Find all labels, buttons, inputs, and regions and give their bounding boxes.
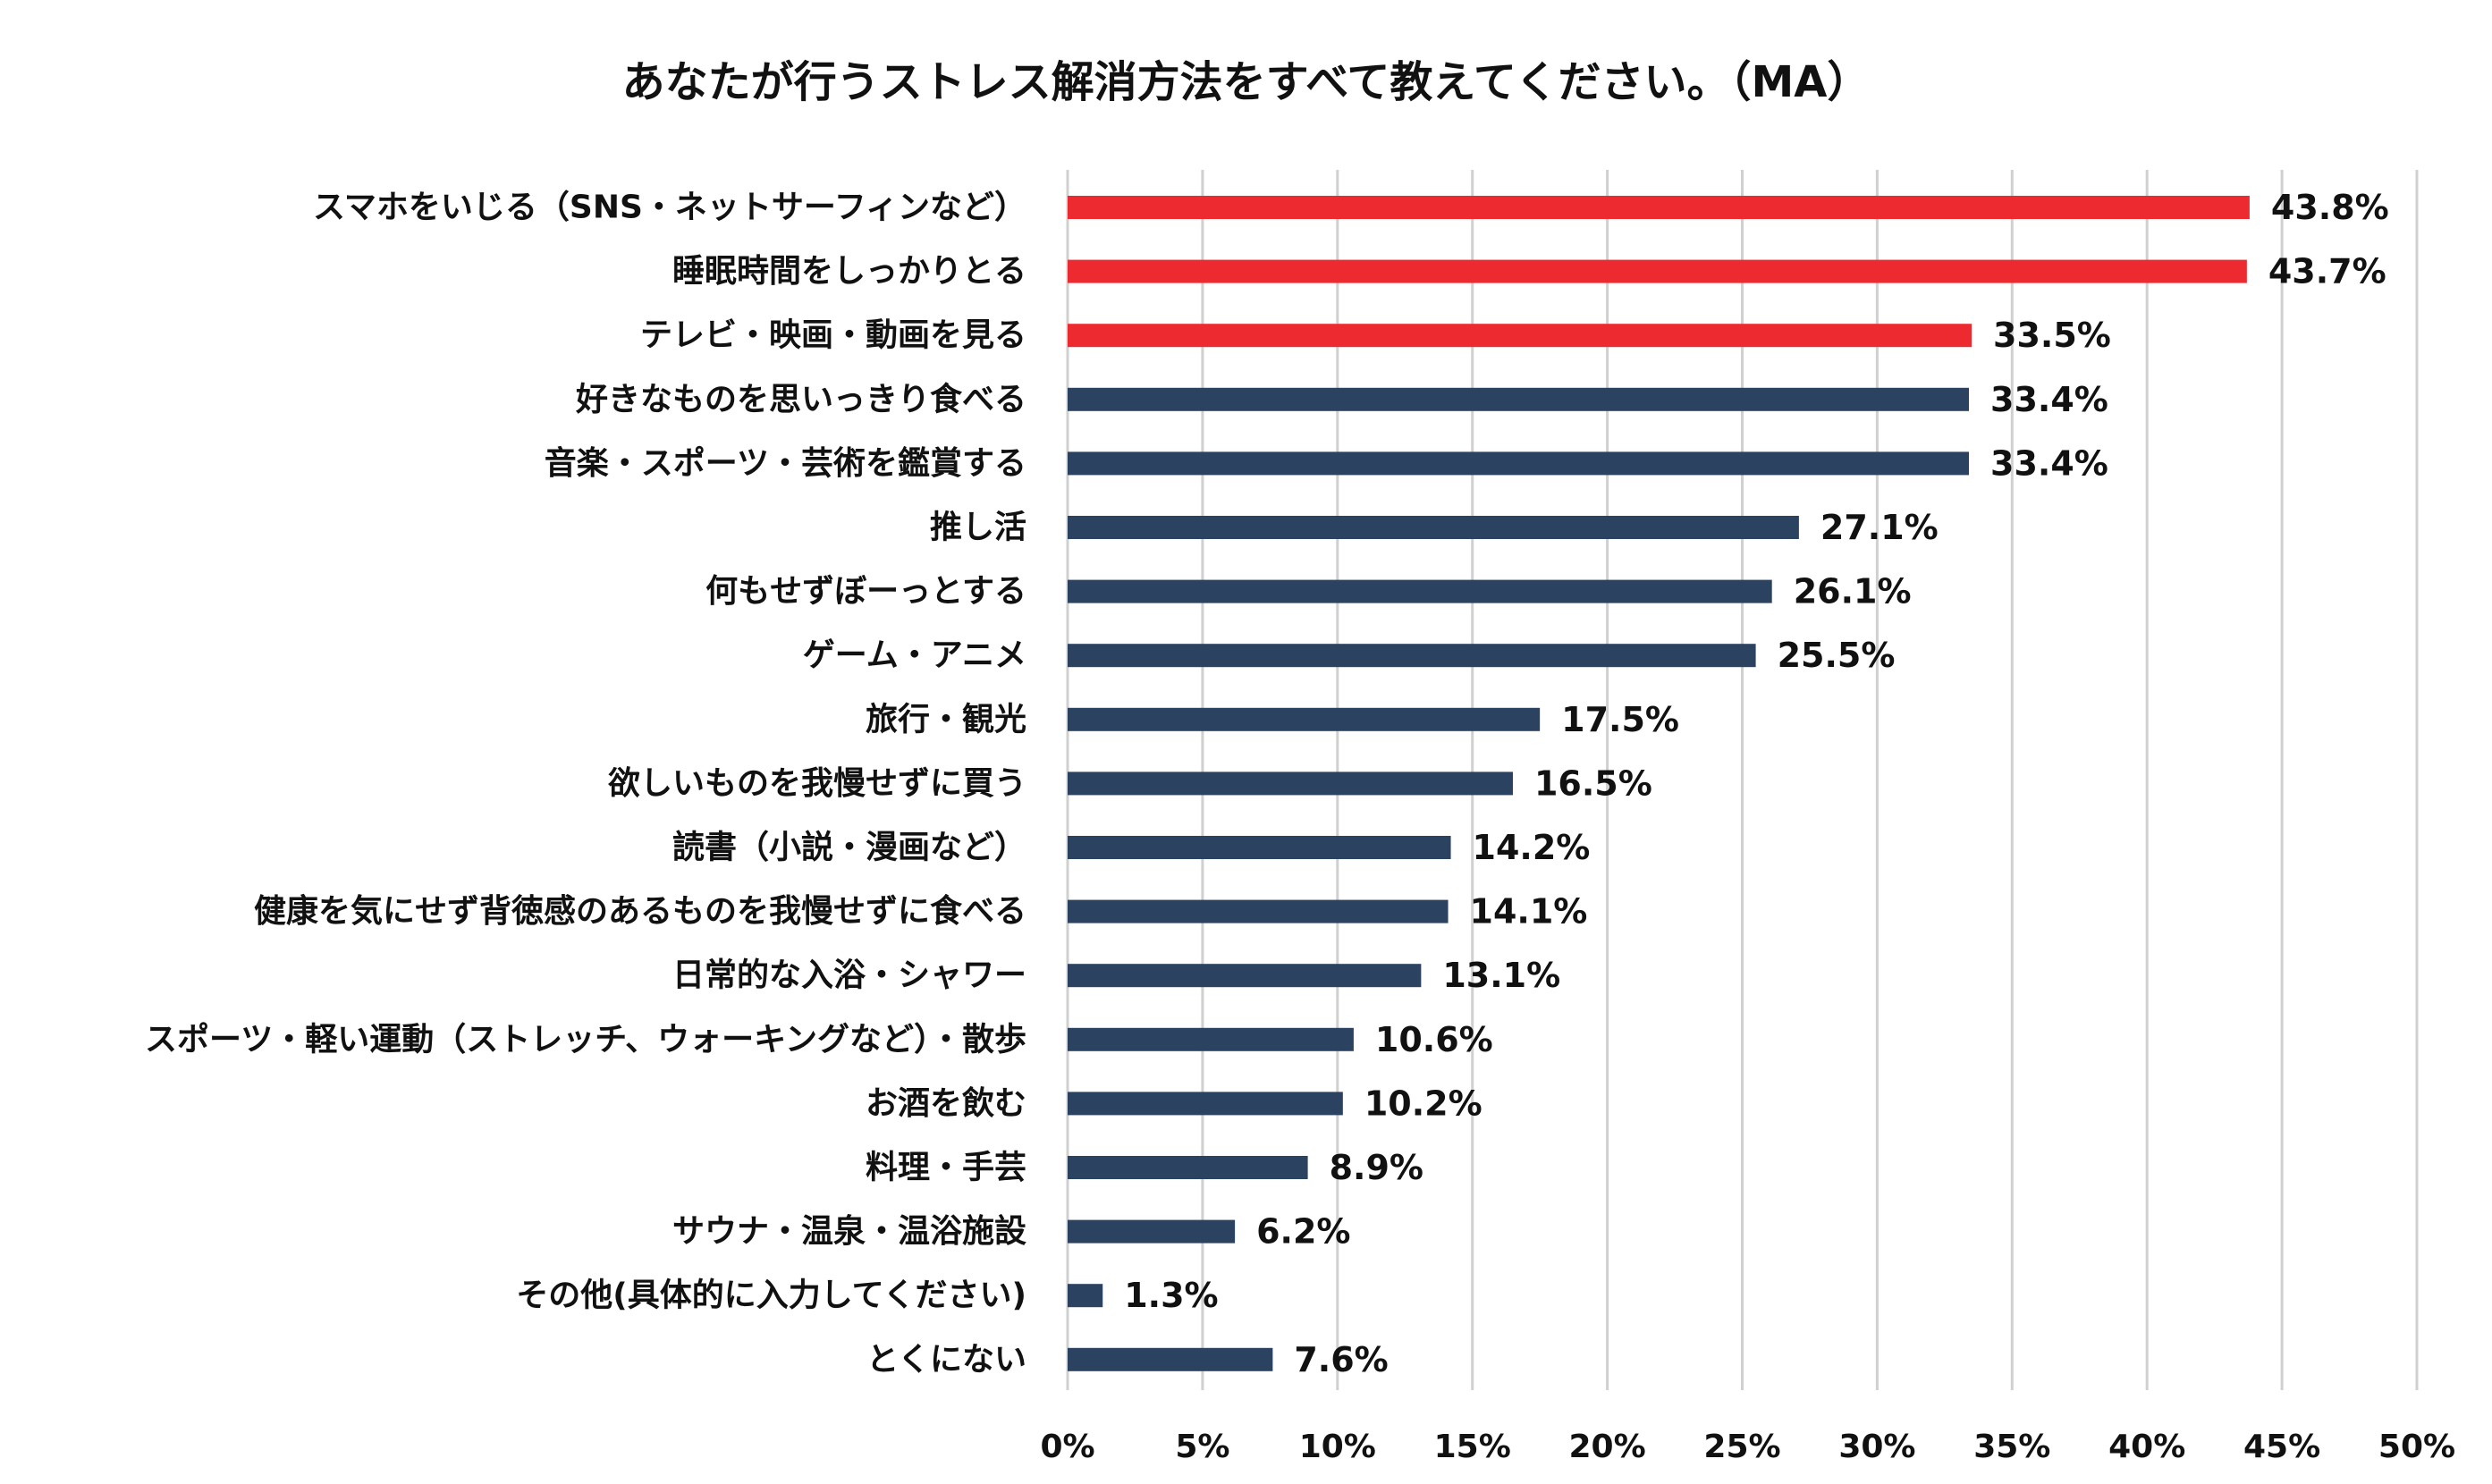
value-label: 43.7%: [2268, 252, 2386, 291]
bar-highlighted: [1068, 196, 2250, 219]
category-label: その他(具体的に入力してください): [516, 1277, 1026, 1314]
bar-highlighted: [1068, 324, 1972, 348]
category-label: とくにない: [866, 1341, 1026, 1378]
category-label: サウナ・温泉・温浴施設: [672, 1213, 1026, 1250]
value-label: 8.9%: [1330, 1148, 1423, 1187]
value-label: 14.2%: [1473, 828, 1591, 867]
value-label: 14.1%: [1470, 892, 1588, 932]
bar: [1068, 1027, 1354, 1051]
x-tick-label: 10%: [1299, 1429, 1376, 1465]
bar: [1068, 451, 1970, 476]
bar: [1068, 836, 1451, 859]
x-tick-label: 35%: [1973, 1429, 2050, 1465]
category-label: スマホをいじる（SNS・ネットサーフィンなど）: [313, 190, 1026, 226]
x-tick-label: 5%: [1175, 1429, 1229, 1465]
category-label: 何もせずぼーっとする: [705, 573, 1026, 610]
x-tick-label: 45%: [2243, 1429, 2320, 1465]
value-label: 7.6%: [1294, 1340, 1388, 1379]
category-label: 欲しいものを我慢せずに買う: [607, 765, 1026, 802]
value-label: 6.2%: [1256, 1212, 1350, 1252]
x-tick-label: 25%: [1703, 1429, 1780, 1465]
value-label: 10.6%: [1375, 1020, 1493, 1059]
x-tick-label: 40%: [2108, 1429, 2185, 1465]
category-label: 睡眠時間をしっかりとる: [672, 253, 1026, 290]
value-label: 16.5%: [1534, 763, 1652, 803]
value-label: 1.3%: [1124, 1276, 1218, 1315]
value-label: 17.5%: [1561, 700, 1679, 739]
x-tick-label: 15%: [1434, 1429, 1511, 1465]
value-label: 43.8%: [2271, 188, 2389, 227]
bar: [1068, 1092, 1343, 1116]
value-label: 26.1%: [1794, 572, 1912, 611]
value-label: 10.2%: [1364, 1083, 1483, 1123]
category-label: 日常的な入浴・シャワー: [672, 957, 1026, 994]
bar: [1068, 964, 1422, 988]
category-label: 健康を気にせず背徳感のあるものを我慢せずに食べる: [254, 892, 1026, 930]
category-label: テレビ・映画・動画を見る: [640, 317, 1026, 354]
x-tick-label: 50%: [2378, 1429, 2455, 1465]
value-label: 25.5%: [1778, 636, 1896, 675]
category-label: 料理・手芸: [866, 1150, 1026, 1186]
x-tick-label: 20%: [1569, 1429, 1646, 1465]
category-label: 好きなものを思いっきり食べる: [575, 381, 1026, 417]
value-label: 13.1%: [1442, 956, 1560, 995]
category-label: スポーツ・軽い運動（ストレッチ、ウォーキングなど）・散歩: [145, 1020, 1026, 1058]
bar-highlighted: [1068, 259, 2247, 283]
value-label: 27.1%: [1820, 508, 1939, 547]
bar: [1068, 899, 1449, 923]
bar: [1068, 1347, 1273, 1371]
category-label: 音楽・スポーツ・芸術を鑑賞する: [545, 444, 1026, 482]
bar: [1068, 579, 1772, 603]
bar: [1068, 707, 1541, 731]
category-label: 推し活: [930, 510, 1026, 546]
category-label: 読書（小説・漫画など）: [672, 830, 1026, 866]
bar: [1068, 772, 1513, 796]
x-tick-label: 30%: [1838, 1429, 1915, 1465]
bar: [1068, 1156, 1308, 1179]
category-label: お酒を飲む: [866, 1085, 1026, 1122]
bar: [1068, 516, 1799, 539]
x-tick-label: 0%: [1040, 1429, 1094, 1465]
bar: [1068, 644, 1756, 668]
category-label: 旅行・観光: [866, 701, 1026, 738]
value-label: 33.4%: [1990, 443, 2108, 483]
bar: [1068, 1219, 1236, 1244]
value-label: 33.5%: [1993, 316, 2111, 355]
chart-title: あなたが行うストレス解消方法をすべて教えてください。（MA）: [621, 57, 1871, 107]
category-label: ゲーム・アニメ: [803, 637, 1026, 674]
value-label: 33.4%: [1990, 380, 2108, 419]
bar: [1068, 387, 1970, 411]
bar: [1068, 1284, 1103, 1308]
